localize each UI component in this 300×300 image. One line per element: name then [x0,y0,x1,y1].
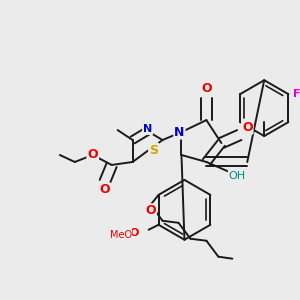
Text: O: O [87,148,98,161]
Text: O: O [99,183,110,196]
Text: O: O [130,228,139,238]
Text: O: O [201,82,212,95]
Text: O: O [145,204,156,217]
Text: O: O [242,121,253,134]
Text: MeO: MeO [110,230,132,240]
Text: N: N [174,126,185,139]
Text: OH: OH [229,171,246,181]
Text: S: S [149,143,158,157]
Text: N: N [143,124,152,134]
Text: F: F [292,89,300,99]
